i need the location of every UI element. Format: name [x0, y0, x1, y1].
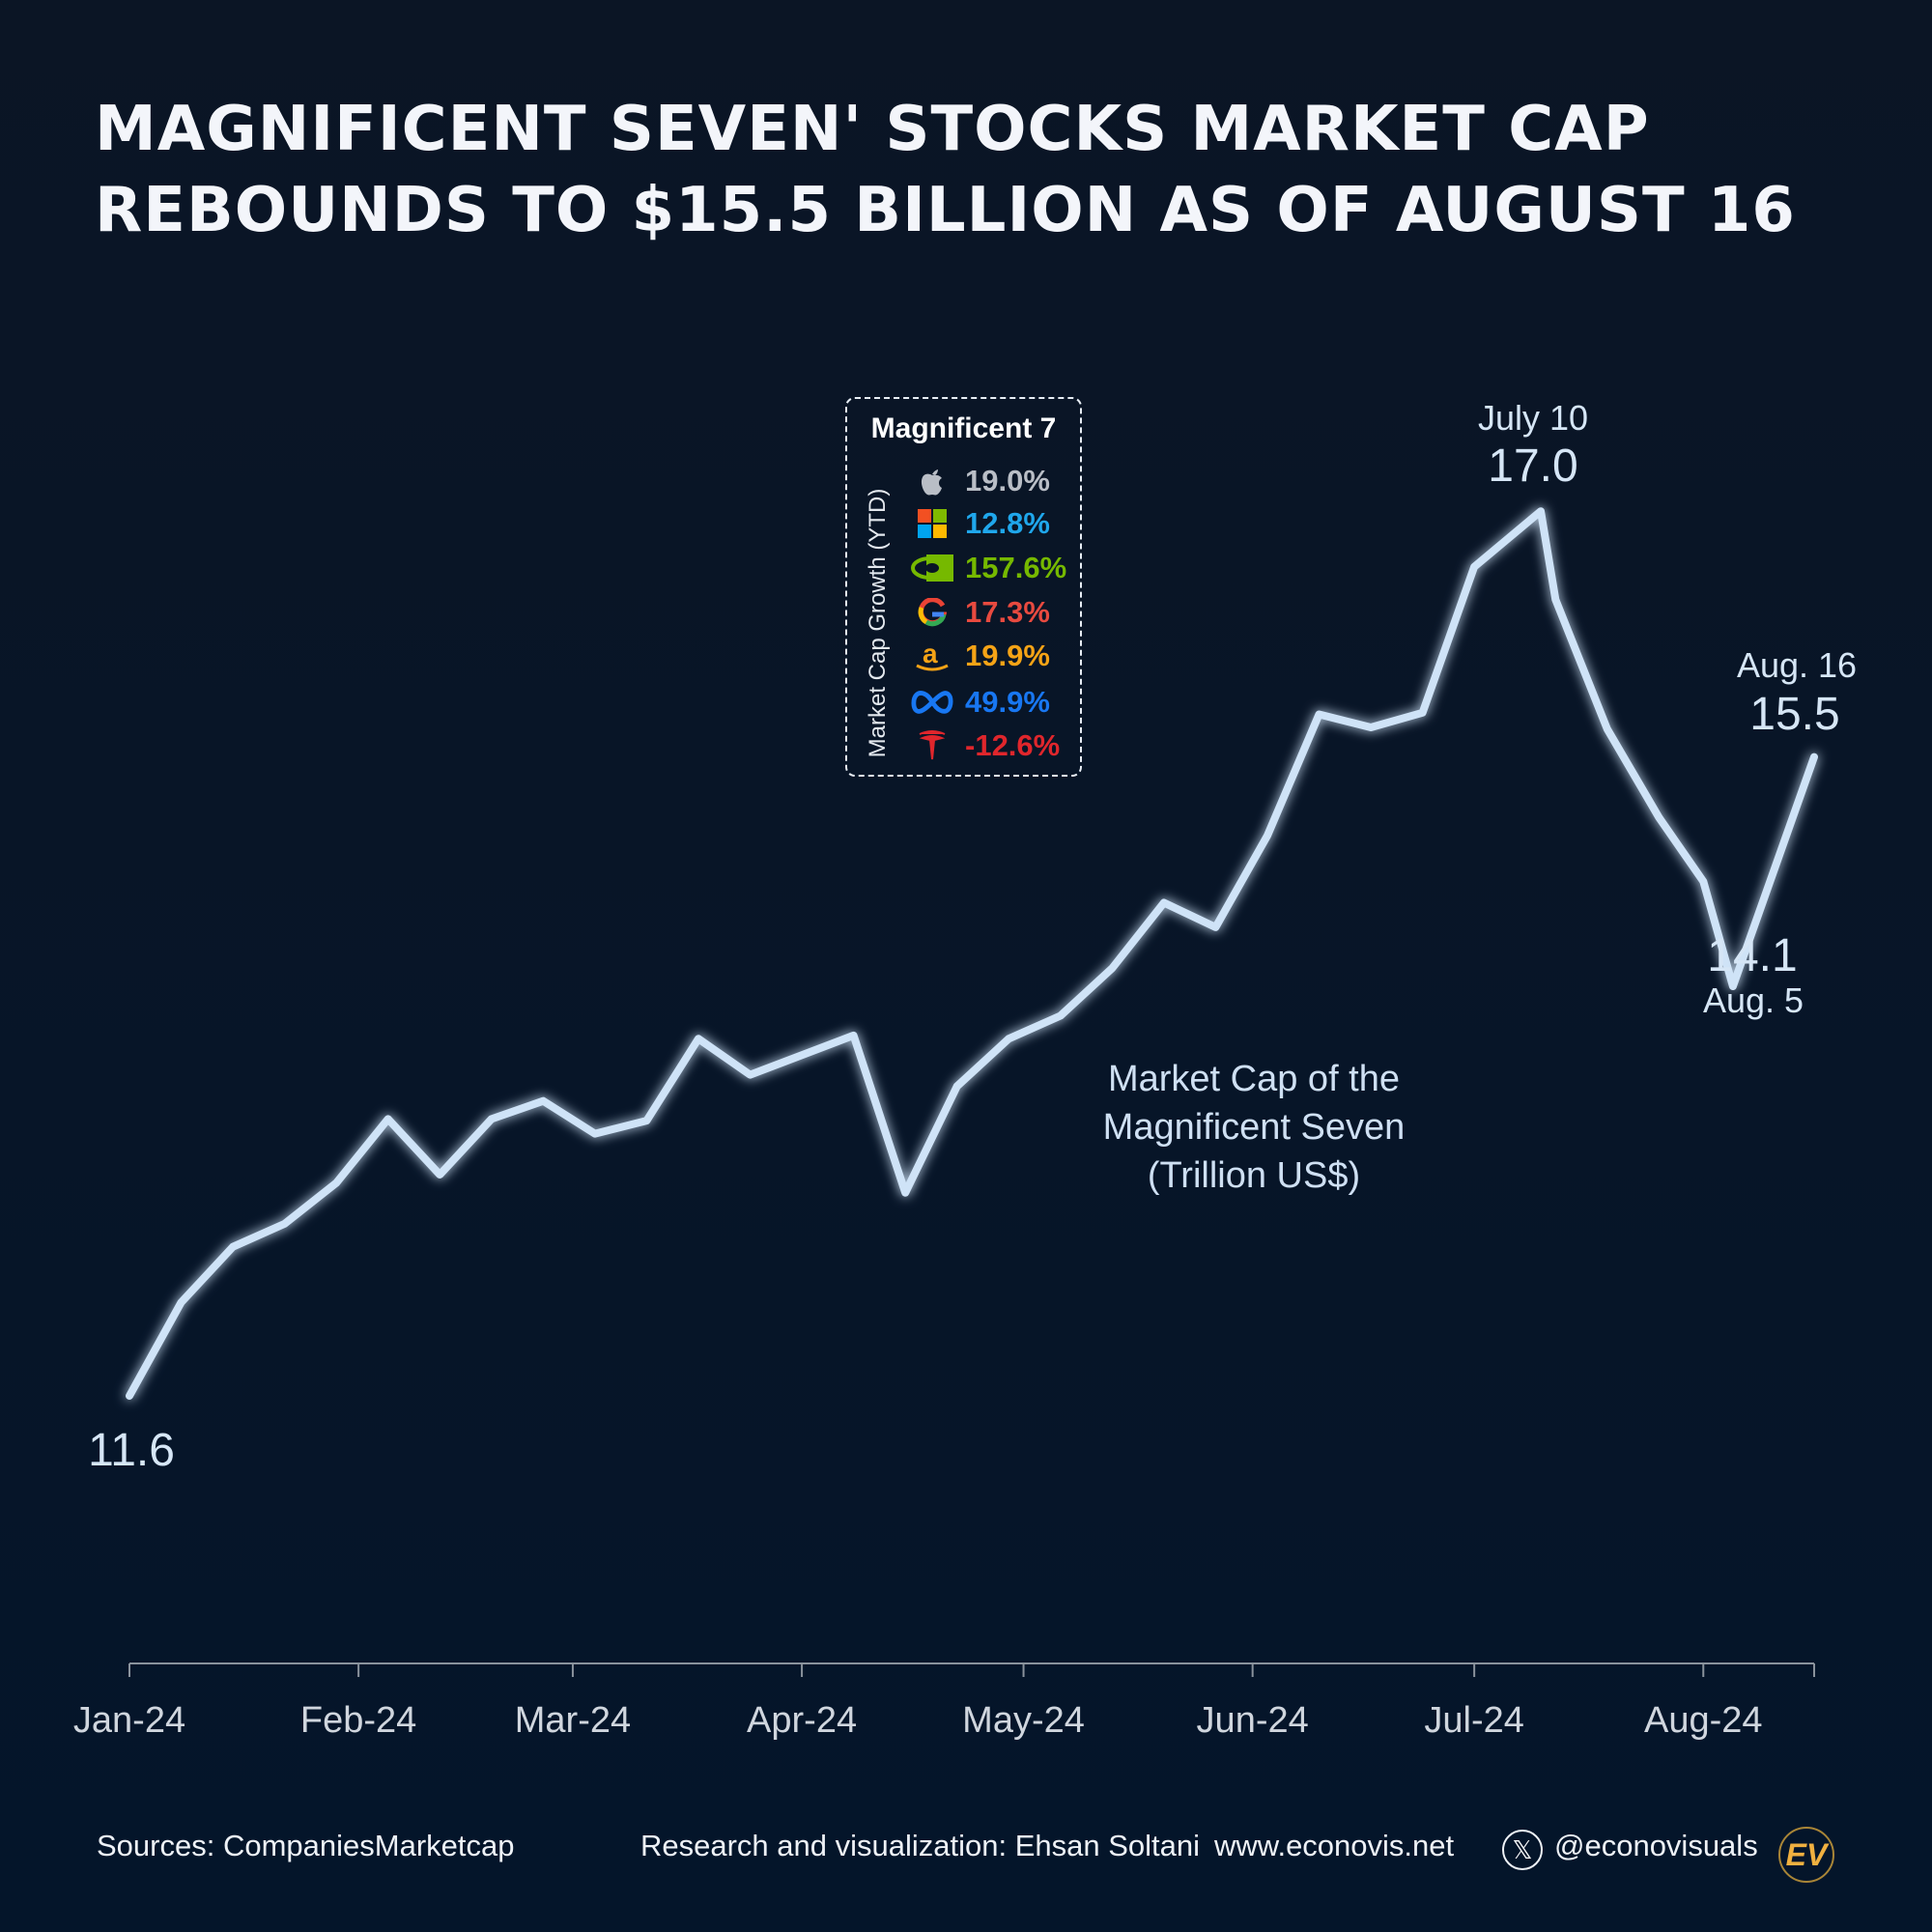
legend-item-tesla: -12.6%	[911, 726, 1060, 765]
title-line-1: MAGNIFICENT SEVEN' STOCKS MARKET CAP	[95, 94, 1650, 165]
x-tick-label: Jul-24	[1424, 1700, 1524, 1741]
x-twitter-icon: 𝕏	[1502, 1830, 1543, 1870]
legend-item-meta: 49.9%	[911, 683, 1050, 722]
annotation-low-value: 14.1	[1707, 930, 1798, 981]
legend-title: Magnificent 7	[870, 412, 1057, 444]
series-line	[126, 507, 1818, 1400]
footer-handle[interactable]: @econovisuals	[1554, 1829, 1758, 1862]
legend-box: Magnificent 7 Market Cap Growth (YTD) 19…	[845, 397, 1082, 777]
legend-value: 19.0%	[965, 464, 1050, 497]
nvidia-icon	[911, 551, 953, 585]
series-label-line: Market Cap of the	[1107, 1059, 1401, 1099]
legend-item-nvidia: 157.6%	[911, 549, 1066, 587]
series-label-line: (Trillion US$)	[1147, 1155, 1361, 1196]
meta-icon	[911, 685, 953, 720]
legend-value: 157.6%	[965, 551, 1067, 584]
legend-value: 17.3%	[965, 595, 1050, 629]
x-tick-label: Aug-24	[1643, 1700, 1763, 1741]
legend-value: 19.9%	[965, 639, 1050, 672]
series-label: Market Cap of the Magnificent Seven (Tri…	[1103, 1055, 1406, 1200]
legend-value: 12.8%	[965, 506, 1050, 540]
x-tick-label: Feb-24	[299, 1700, 417, 1741]
amazon-icon: a	[911, 639, 953, 673]
annotation-low-date: Aug. 5	[1702, 980, 1804, 1020]
econovis-logo: EV	[1778, 1827, 1834, 1883]
legend-value: -12.6%	[965, 728, 1061, 762]
x-tick-label: May-24	[962, 1700, 1085, 1741]
series-label-line: Magnificent Seven	[1102, 1107, 1406, 1148]
svg-text:a: a	[923, 639, 938, 668]
tesla-icon	[911, 728, 953, 763]
legend-item-apple: 19.0%	[911, 462, 1050, 500]
x-tick-label: Jan-24	[72, 1700, 186, 1741]
apple-icon	[911, 464, 953, 498]
microsoft-icon	[911, 506, 953, 541]
legend-value: 49.9%	[965, 685, 1050, 719]
chart-title: MAGNIFICENT SEVEN' STOCKS MARKET CAP REB…	[95, 89, 1796, 251]
legend-item-microsoft: 12.8%	[911, 504, 1050, 543]
legend-item-google: 17.3%	[911, 593, 1050, 632]
title-line-2: REBOUNDS TO $15.5 BILLION AS OF AUGUST 1…	[95, 175, 1796, 246]
annotation-start-value: 11.6	[88, 1425, 175, 1476]
x-tick-label: Mar-24	[514, 1700, 632, 1741]
annotation-peak-date: July 10	[1477, 398, 1589, 438]
x-tick-label: Apr-24	[747, 1700, 858, 1741]
footer-sources: Sources: CompaniesMarketcap	[97, 1829, 515, 1862]
legend-axis-label: Market Cap Growth (YTD)	[865, 488, 891, 758]
annotation-end-date: Aug. 16	[1736, 645, 1858, 685]
x-tick-label: Jun-24	[1196, 1700, 1309, 1741]
annotation-peak-value: 17.0	[1488, 440, 1578, 492]
legend-item-amazon: a 19.9%	[911, 637, 1050, 675]
footer-website[interactable]: www.econovis.net	[1214, 1829, 1455, 1862]
annotation-end-value: 15.5	[1749, 689, 1840, 740]
footer-credit: Research and visualization: Ehsan Soltan…	[640, 1829, 1201, 1862]
google-icon	[911, 595, 953, 630]
